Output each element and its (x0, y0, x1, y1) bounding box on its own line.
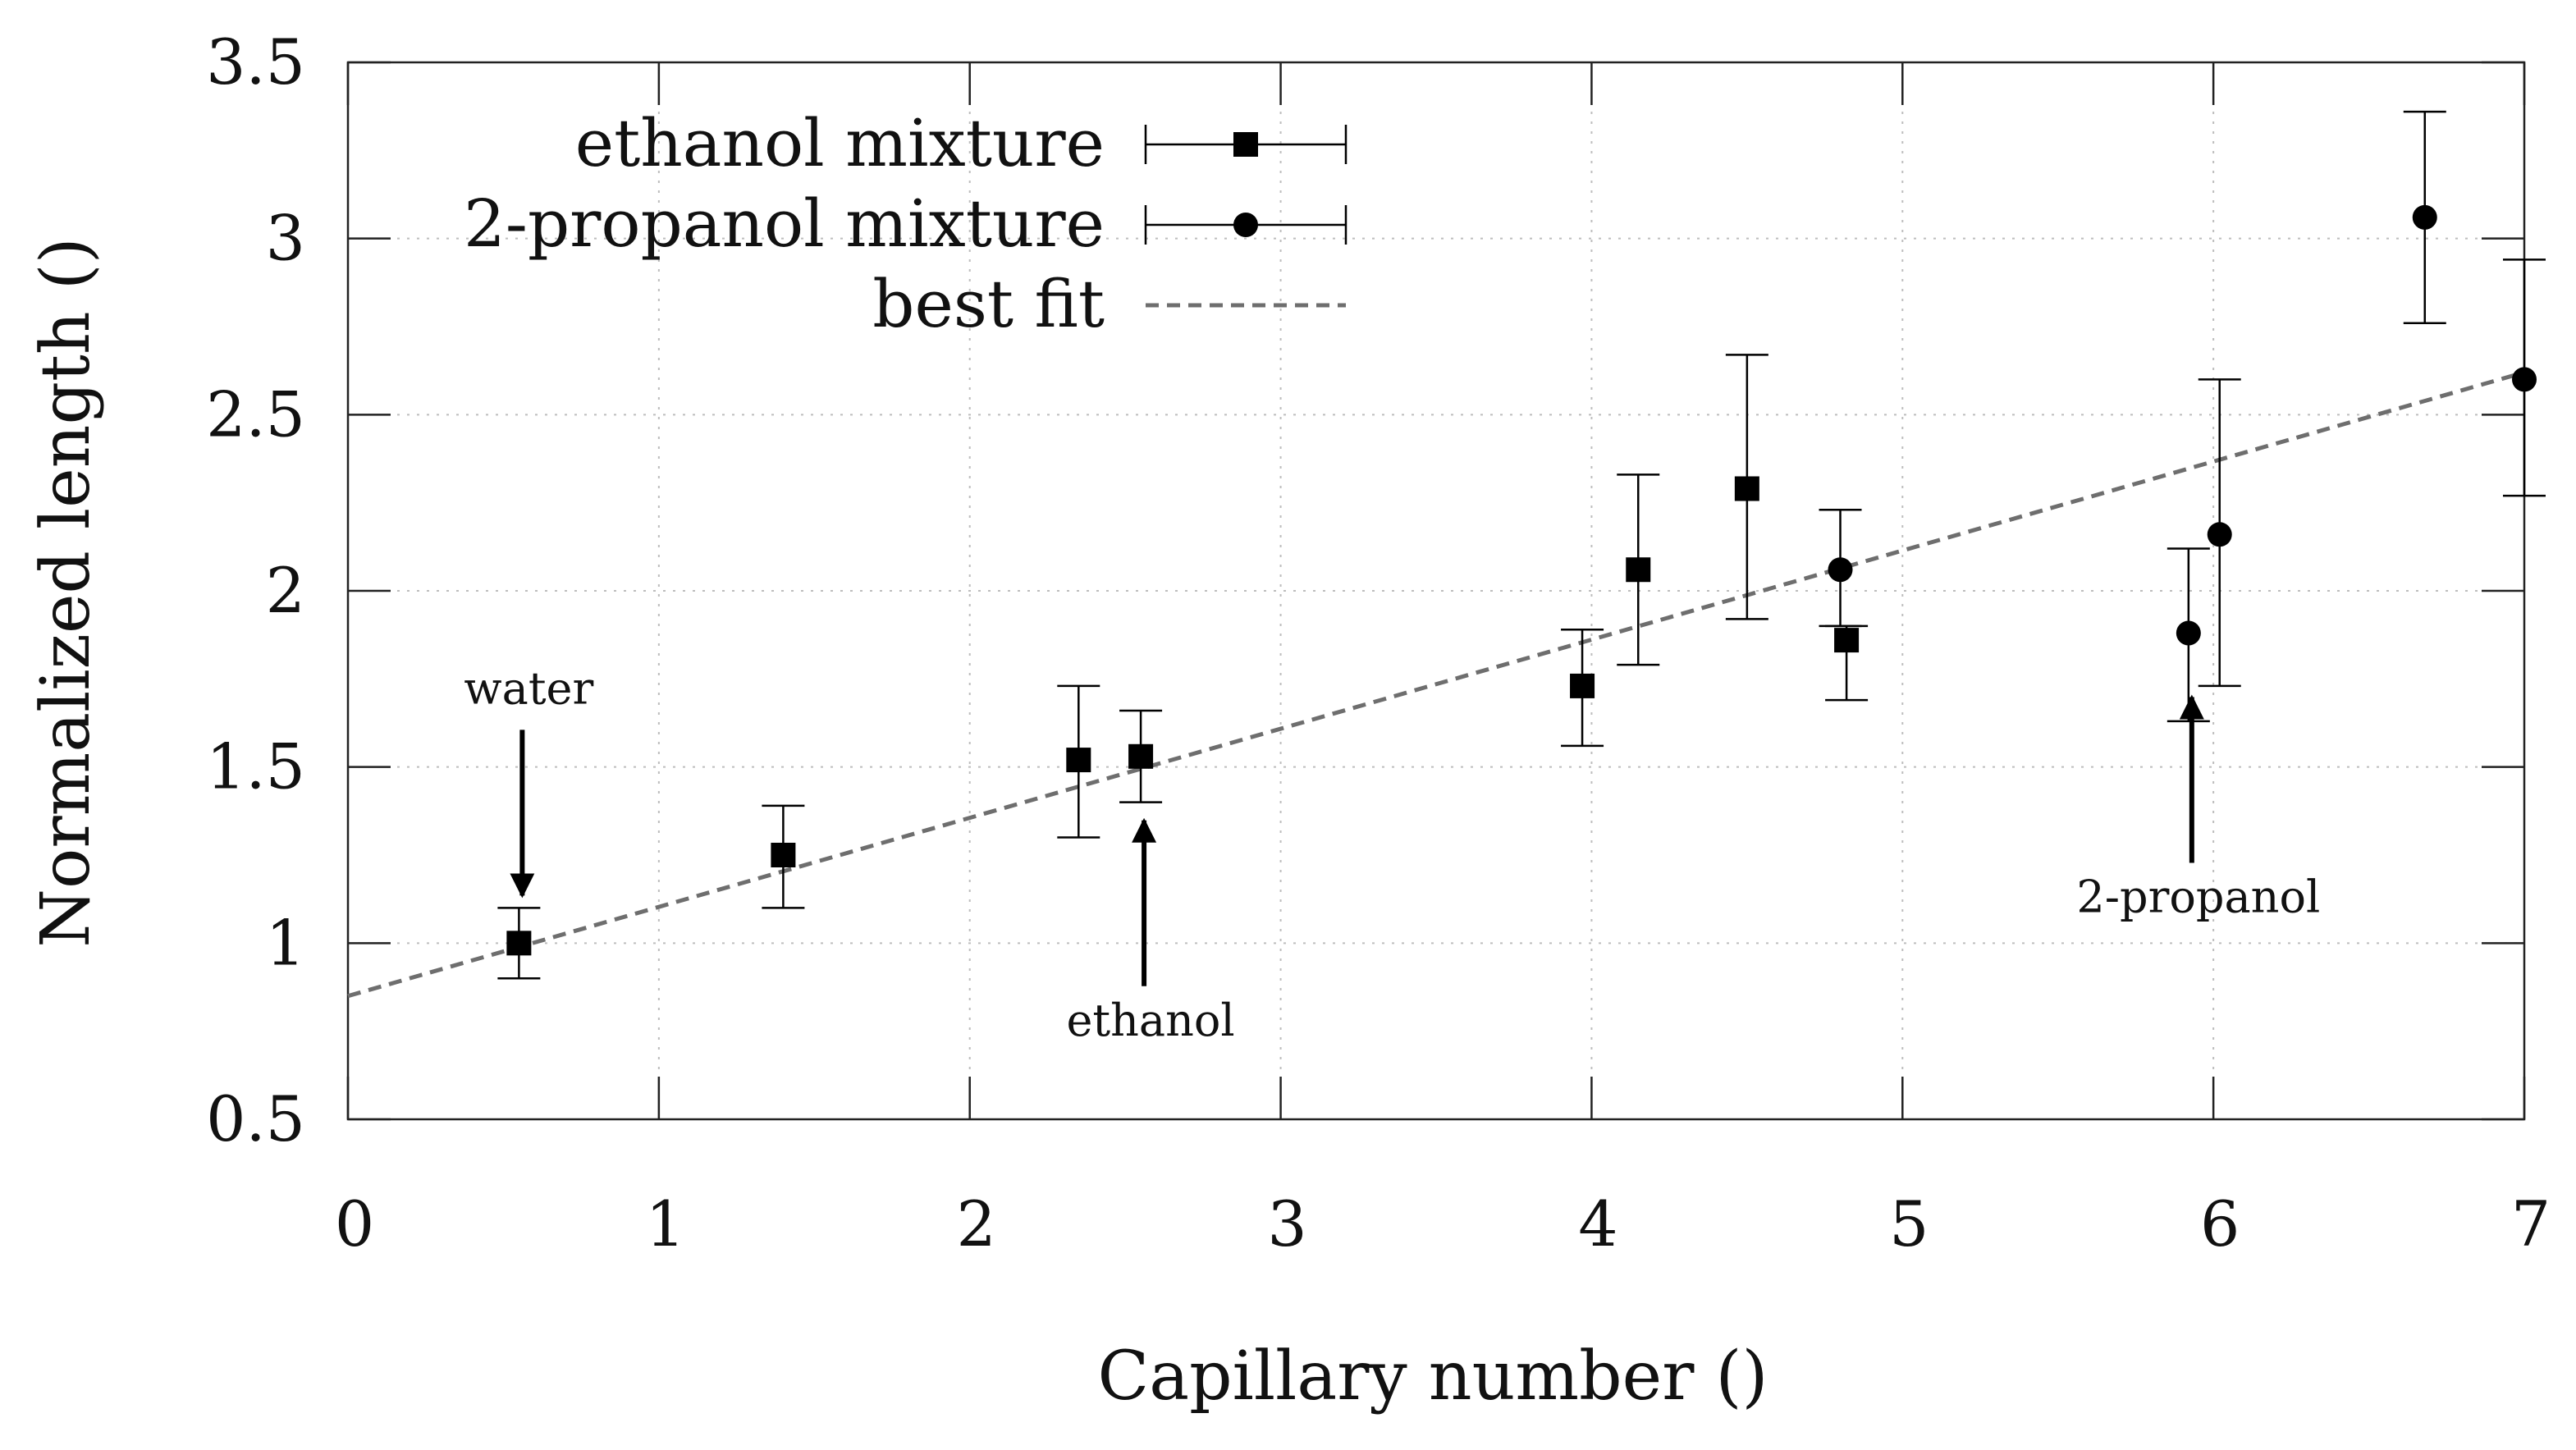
annotation-label: ethanol (1066, 995, 1234, 1046)
annotation-label: 2-propanol (2076, 871, 2320, 923)
y-tick-label: 1 (266, 906, 305, 979)
x-tick-label: 2 (957, 1187, 996, 1260)
x-tick-label: 4 (1578, 1187, 1617, 1260)
propanol-point (2207, 522, 2232, 547)
ethanol-point (1626, 557, 1651, 583)
legend-label: 2-propanol mixture (464, 185, 1105, 262)
y-tick-label: 2.5 (206, 377, 305, 451)
x-tick-label: 3 (1267, 1187, 1306, 1260)
legend-label: ethanol mixture (575, 105, 1105, 181)
propanol-point (2412, 204, 2437, 230)
propanol-point (2512, 367, 2537, 392)
propanol-point (1828, 557, 1853, 583)
x-axis-title: Capillary number () (1098, 1338, 1768, 1416)
y-tick-label: 3 (266, 202, 305, 275)
ethanol-point (1834, 628, 1860, 653)
legend-label: best fit (872, 266, 1105, 342)
x-tick-label: 1 (646, 1187, 685, 1260)
x-tick-labels: 0 1 2 3 4 5 6 7 (335, 1187, 2551, 1260)
ethanol-point (1128, 743, 1154, 769)
legend-marker (1233, 132, 1258, 157)
ethanol-point (1734, 476, 1759, 501)
x-tick-label: 5 (1889, 1187, 1929, 1260)
ethanol-point (1570, 673, 1595, 698)
y-axis-title: Normalized length () (27, 237, 105, 948)
data-series (497, 110, 2546, 980)
y-tick-labels: 0.5 1 1.5 2 2.5 3 3.5 (206, 25, 305, 1155)
grid (348, 62, 2524, 1119)
y-tick-label: 1.5 (206, 730, 305, 803)
legend-marker (1233, 213, 1258, 237)
ethanol-point (1066, 748, 1091, 773)
y-tick-label: 3.5 (206, 25, 305, 98)
y-tick-label: 0.5 (206, 1082, 305, 1155)
x-tick-label: 0 (335, 1187, 374, 1260)
best-fit-line (347, 370, 2525, 999)
x-tick-label: 7 (2511, 1187, 2551, 1260)
annotations: water ethanol 2-propanol (464, 662, 2320, 1045)
series-2-propanol-mixture (1819, 110, 2546, 723)
best-fit-layer (347, 370, 2525, 999)
y-tick-label: 2 (266, 554, 305, 627)
series-ethanol-mixture (497, 354, 1869, 980)
annotation-label: water (464, 662, 593, 714)
x-tick-label: 6 (2200, 1187, 2240, 1260)
ethanol-point (771, 843, 796, 867)
ethanol-point (506, 931, 532, 956)
propanol-point (2176, 620, 2201, 646)
axis-ticks (346, 61, 2526, 1121)
